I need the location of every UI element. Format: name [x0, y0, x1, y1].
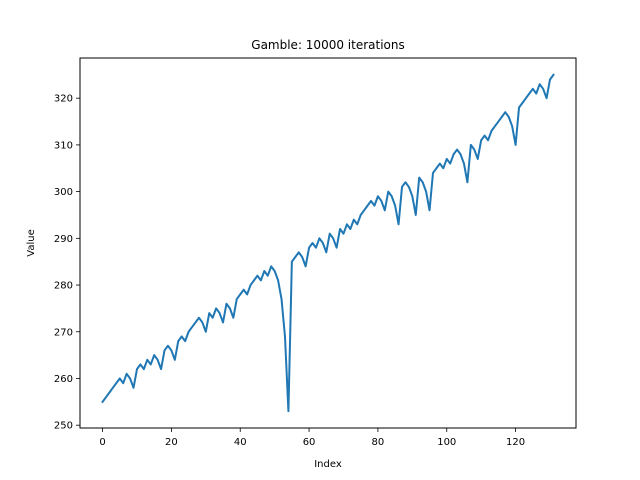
x-tick-label: 80 [372, 437, 385, 448]
y-tick-label: 300 [54, 187, 73, 198]
plot-frame [79, 57, 577, 429]
x-tick-label: 40 [234, 437, 247, 448]
y-tick-label: 270 [54, 327, 73, 338]
y-tick-label: 320 [54, 94, 73, 105]
y-tick-label: 260 [54, 374, 73, 385]
y-tick-label: 310 [54, 140, 73, 151]
y-tick-label: 250 [54, 421, 73, 432]
x-tick-label: 60 [303, 437, 316, 448]
y-axis-label: Value [26, 229, 37, 256]
x-tick-label: 100 [437, 437, 456, 448]
y-tick-label: 290 [54, 234, 73, 245]
x-tick-label: 0 [99, 437, 105, 448]
x-axis-label: Index [314, 459, 342, 470]
y-axis: 250 260 270 280 290 300 310 320 [54, 94, 80, 432]
x-tick-label: 120 [506, 437, 525, 448]
series-line [101, 73, 555, 413]
x-tick-label: 20 [165, 437, 178, 448]
chart-title: Gamble: 10000 iterations [251, 38, 404, 52]
y-tick-label: 280 [54, 281, 73, 292]
x-axis: 0 20 40 60 80 100 120 [99, 428, 525, 448]
